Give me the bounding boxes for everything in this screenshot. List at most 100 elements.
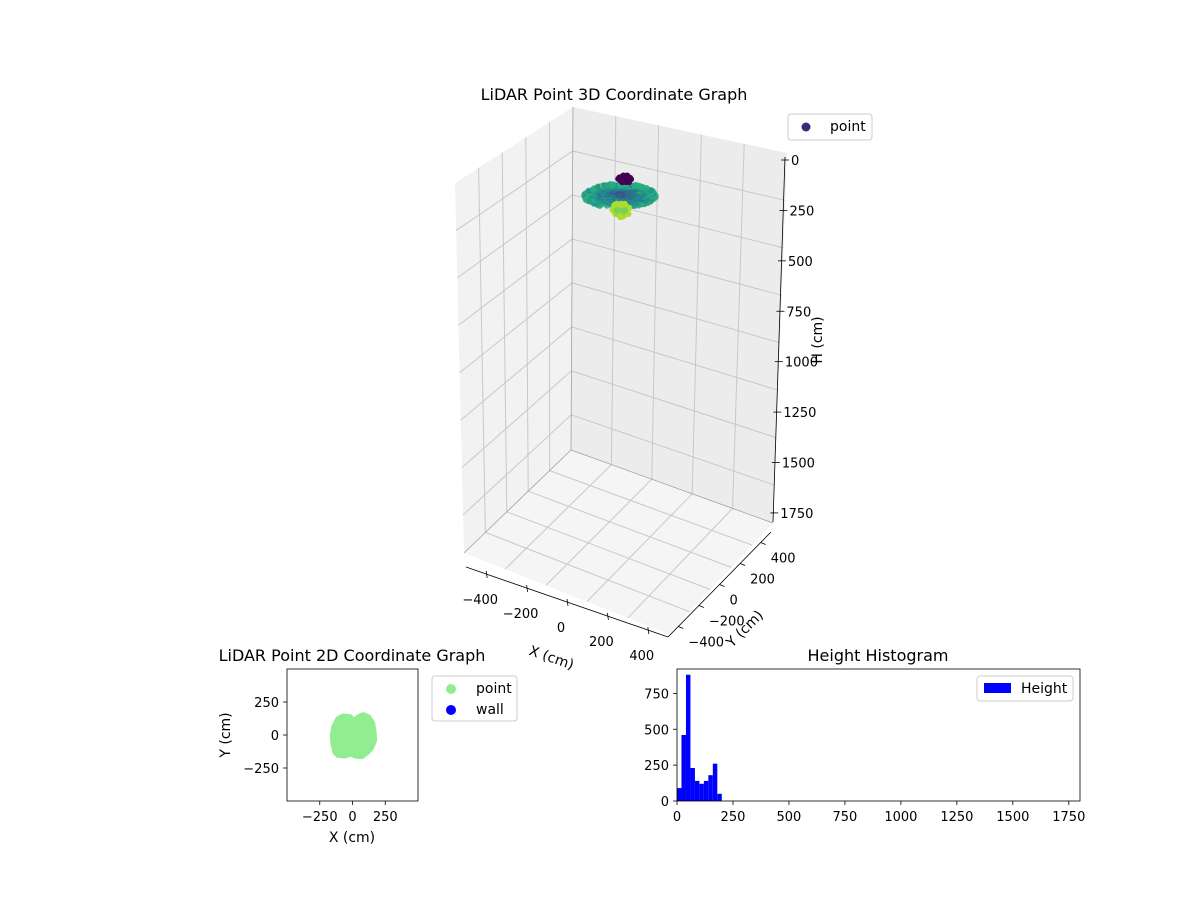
point-3d-top <box>622 179 629 186</box>
title-2d: LiDAR Point 2D Coordinate Graph <box>219 646 486 665</box>
x-tick-label-2d: 0 <box>348 810 356 825</box>
histogram-bar <box>699 783 704 801</box>
ticks-hist: 0 250 500 750 1000 1250 1500 1750 0 250 500 750 <box>644 687 1085 825</box>
pane-back-left <box>455 107 573 553</box>
y-tick-label-hist: 750 <box>644 687 669 702</box>
point-cloud-3d <box>581 172 659 220</box>
x-tick-label: 200 <box>589 635 614 650</box>
z-tick-label: 500 <box>788 255 813 270</box>
plot3d: 0 250 500 750 1000 1250 1500 1750 −400 −200 0 200 40… <box>455 85 873 673</box>
y-tick <box>719 584 725 587</box>
y-tick-label-2d: 0 <box>271 729 279 744</box>
x-tick-label-2d: 250 <box>373 810 398 825</box>
legend-2d-point-marker <box>446 684 456 694</box>
z-tick-label: 1500 <box>782 457 815 472</box>
y-tick-label: −400 <box>688 636 724 651</box>
x-tick-label-hist: 250 <box>721 810 746 825</box>
histogram-bar <box>694 780 700 801</box>
point-3d <box>631 182 639 189</box>
legend-3d: point <box>787 113 873 141</box>
x-tick-label-hist: 500 <box>777 810 802 825</box>
z-axis-line <box>772 156 786 523</box>
histogram: Height Histogram 0 250 500 750 1000 1250 1500 1… <box>644 646 1085 825</box>
legend-2d: point wall <box>431 675 518 722</box>
y-tick <box>739 563 746 566</box>
z-tick-label: 1750 <box>780 507 813 522</box>
z-tick-label: 0 <box>791 154 799 169</box>
x-tick-label: −400 <box>462 593 498 608</box>
histogram-bar <box>712 763 718 801</box>
ticks-3d: 0 250 500 750 1000 1250 1500 1750 −400 −200 0 200 40… <box>462 154 818 664</box>
histogram-bar <box>677 788 682 801</box>
legend-2d-wall-label: wall <box>476 702 504 718</box>
legend-hist-swatch <box>984 683 1011 693</box>
legend-3d-frame <box>787 113 873 141</box>
plot2d: LiDAR Point 2D Coordinate Graph −250 0 250… <box>218 646 518 846</box>
histogram-bar <box>703 780 709 801</box>
x-tick-label: 400 <box>629 649 654 664</box>
point-cluster-2d <box>329 712 378 760</box>
ticks-2d: −250 0 250 250 0 −250 <box>243 696 397 825</box>
histogram-bar <box>708 775 713 801</box>
z-tick-label: 750 <box>786 305 811 320</box>
x-tick-label-hist: 1000 <box>884 810 917 825</box>
zlabel-3d: H (cm) <box>810 316 826 363</box>
legend-2d-point-label: point <box>476 681 512 697</box>
y-tick-label: 200 <box>750 573 775 588</box>
y-tick-label-2d: −250 <box>243 762 279 777</box>
x-tick-label-hist: 1500 <box>996 810 1029 825</box>
y-tick-label-hist: 250 <box>644 759 669 774</box>
point-3d-low <box>617 212 624 220</box>
x-axis-line <box>465 566 669 638</box>
histogram-bar <box>681 735 686 801</box>
grid-3d <box>455 116 786 619</box>
x-tick <box>485 570 488 579</box>
axes-frame-hist <box>676 668 1081 802</box>
y-tick <box>678 626 684 629</box>
point-3d-top <box>622 174 628 181</box>
point-3d-low <box>613 206 620 214</box>
x-tick <box>647 626 650 635</box>
legend-hist-frame <box>976 675 1074 702</box>
pane-edges <box>463 106 774 554</box>
xlabel-2d: X (cm) <box>329 830 375 846</box>
z-tick-label: 250 <box>789 204 814 219</box>
z-tick-label: 1000 <box>785 356 818 371</box>
legend-2d-wall-marker <box>446 705 456 715</box>
histogram-bar <box>690 768 695 801</box>
point-3d-low <box>622 202 629 209</box>
histogram-bars <box>677 674 722 801</box>
point-3d <box>608 181 615 188</box>
y-tick-label: −200 <box>709 615 745 630</box>
pane-back-right <box>571 107 787 523</box>
x-tick <box>566 598 569 607</box>
y-tick-label: 0 <box>730 594 738 609</box>
y-tick-label: 400 <box>771 552 796 567</box>
title-hist: Height Histogram <box>808 646 949 665</box>
z-tick-label: 1250 <box>783 406 816 421</box>
x-tick-label: 0 <box>557 621 565 636</box>
x-tick-label-hist: 750 <box>833 810 858 825</box>
y-tick <box>698 605 705 608</box>
y-tick-label-hist: 0 <box>661 795 669 810</box>
legend-3d-label: point <box>830 119 866 135</box>
x-tick-label: −200 <box>503 607 539 622</box>
y-tick <box>760 542 766 545</box>
x-tick <box>526 584 528 593</box>
legend-hist: Height <box>976 675 1074 702</box>
x-tick-label-hist: 1250 <box>940 810 973 825</box>
x-tick-label-hist: 1750 <box>1052 810 1085 825</box>
legend-3d-marker <box>801 122 811 132</box>
title-3d: LiDAR Point 3D Coordinate Graph <box>481 85 748 104</box>
x-tick <box>607 612 609 621</box>
x-tick-label-hist: 0 <box>673 810 681 825</box>
histogram-bar <box>717 793 722 801</box>
legend-hist-label: Height <box>1021 681 1068 697</box>
y-tick-label-2d: 250 <box>254 696 279 711</box>
ylabel-2d: Y (cm) <box>218 712 234 758</box>
y-tick-label-hist: 500 <box>644 723 669 738</box>
point-3d-low <box>620 207 627 215</box>
x-tick-label-2d: −250 <box>302 810 338 825</box>
histogram-bar <box>685 674 691 801</box>
